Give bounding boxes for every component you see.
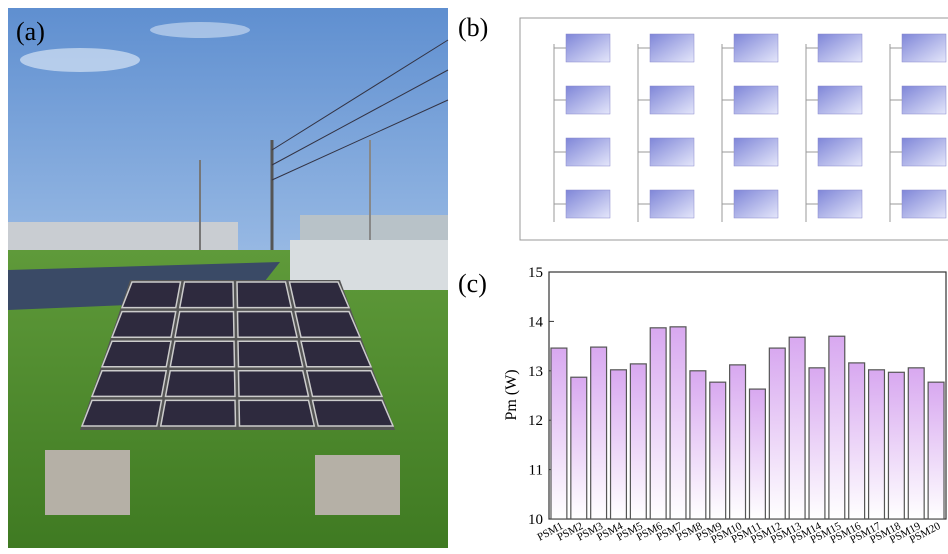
module [817, 85, 863, 115]
solar-cell [174, 310, 235, 338]
solar-cell [120, 281, 182, 309]
bar [570, 376, 588, 520]
bar [887, 371, 905, 520]
solar-cell [288, 281, 351, 309]
bar [629, 363, 647, 520]
module [901, 33, 947, 63]
module [733, 33, 779, 63]
bar [748, 388, 766, 520]
y-tick-label: 15 [528, 265, 543, 281]
bar [609, 369, 628, 520]
panel-label: (b) [458, 13, 488, 42]
module [565, 85, 611, 115]
y-axis-label: Pm (W) [503, 369, 520, 420]
solar-cell [305, 370, 384, 398]
bar [768, 347, 786, 520]
panel-label: (a) [16, 17, 45, 46]
solar-cell [236, 310, 298, 338]
module [565, 189, 611, 219]
bar [729, 364, 747, 520]
photo [8, 8, 449, 548]
module [565, 33, 611, 63]
module [649, 85, 695, 115]
solar-cell [311, 399, 395, 427]
solar-cell [237, 370, 310, 398]
module [649, 189, 695, 219]
solar-cell [237, 340, 304, 368]
y-tick-label: 12 [528, 413, 543, 429]
bar [669, 326, 687, 520]
module [733, 137, 779, 167]
solar-cell [90, 370, 168, 398]
bar [689, 370, 707, 520]
bar [709, 381, 727, 520]
solar-cell [159, 399, 237, 427]
module [565, 137, 611, 167]
solar-cell [164, 370, 236, 398]
bar [828, 335, 846, 520]
bar [907, 367, 925, 520]
y-tick-label: 13 [528, 364, 543, 380]
bar [590, 346, 608, 520]
solar-cell [238, 399, 316, 427]
bar [867, 369, 886, 520]
module [649, 33, 695, 63]
panel-label: (c) [458, 269, 487, 298]
bar [808, 367, 826, 520]
bar [649, 327, 667, 520]
bar-chart: 101112131415PSM1PSM2PSM3PSM4PSM5PSM6PSM7… [528, 265, 947, 546]
y-tick-label: 11 [529, 463, 543, 479]
module [817, 189, 863, 219]
solar-cell [294, 310, 362, 338]
y-tick-label: 14 [528, 314, 544, 330]
module [817, 137, 863, 167]
module [901, 189, 947, 219]
module [649, 137, 695, 167]
solar-cell [100, 340, 172, 368]
module [901, 137, 947, 167]
solar-cell [110, 310, 177, 338]
diagram-frame [519, 17, 948, 241]
solar-cell [300, 340, 373, 368]
circuit-diagram [519, 17, 948, 241]
y-tick-label: 10 [528, 512, 543, 528]
solar-cell [178, 281, 235, 309]
bar [788, 336, 806, 520]
solar-cell [236, 281, 293, 309]
module [901, 85, 947, 115]
module [733, 85, 779, 115]
solar-cell [169, 340, 236, 368]
bar [927, 381, 945, 520]
solar-cell [80, 399, 163, 427]
bar [550, 347, 568, 520]
plot-frame [548, 271, 947, 520]
module [817, 33, 863, 63]
bar [848, 362, 866, 520]
module [733, 189, 779, 219]
